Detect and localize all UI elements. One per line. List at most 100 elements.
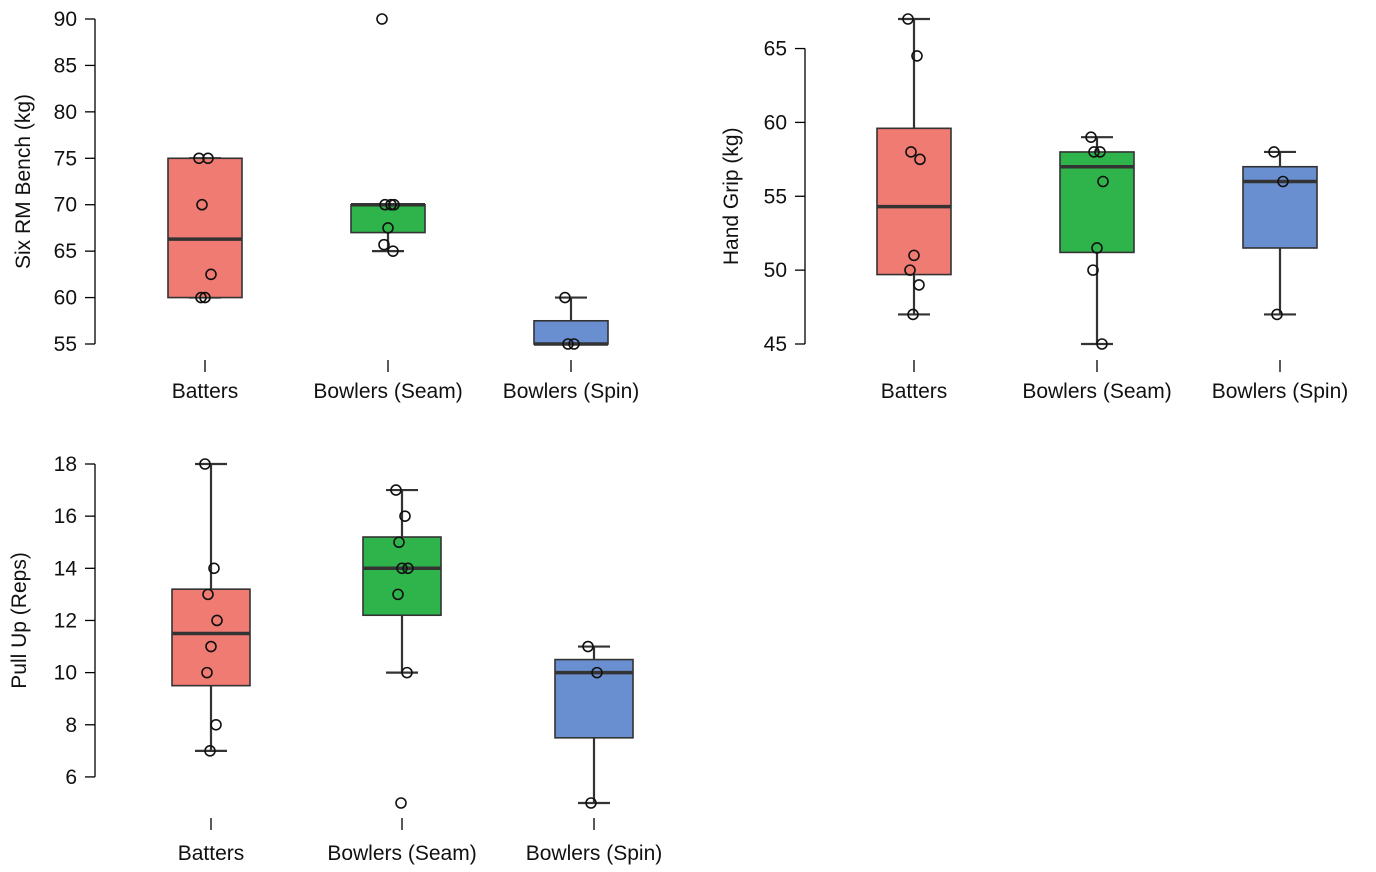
- y-axis-title: Pull Up (Reps): [8, 552, 31, 689]
- y-tick-label: 55: [54, 333, 77, 356]
- y-tick-label: 8: [65, 714, 77, 737]
- data-point: [1088, 146, 1100, 158]
- data-point: [402, 562, 414, 575]
- y-axis-title: Six RM Bench (kg): [12, 94, 35, 269]
- chart-3: 6 8 10 12 14 16 18 Pull Up (Reps) Batters Bowlers…: [8, 453, 662, 865]
- data-point: [1277, 175, 1289, 188]
- x-category-label: Bowlers (Seam): [1022, 380, 1171, 403]
- y-tick-label: 12: [54, 609, 77, 632]
- data-point: [201, 666, 213, 679]
- data-point: [908, 249, 920, 262]
- y-tick-label: 80: [54, 101, 77, 124]
- y-tick-label: 6: [65, 766, 77, 789]
- x-category-label: Bowlers (Spin): [526, 842, 663, 865]
- iqr-box: [1242, 165, 1318, 249]
- y-tick-label: 70: [54, 194, 77, 217]
- data-point: [385, 198, 397, 211]
- box-group: [876, 13, 952, 321]
- data-point: [568, 338, 580, 350]
- y-tick-label: 45: [764, 333, 787, 356]
- data-point: [1271, 308, 1283, 321]
- data-point: [1085, 131, 1097, 143]
- box-group: [1059, 131, 1135, 350]
- box-group: [362, 484, 442, 809]
- y-tick-label: 16: [54, 505, 77, 528]
- data-point: [911, 50, 923, 62]
- data-point: [907, 308, 919, 321]
- box-group: [171, 458, 251, 757]
- data-point: [393, 536, 405, 549]
- x-category-label: Batters: [178, 842, 245, 865]
- x-category-label: Batters: [881, 380, 948, 403]
- data-point: [559, 291, 571, 304]
- x-category-label: Bowlers (Seam): [313, 380, 462, 403]
- data-point: [204, 745, 216, 757]
- data-point: [582, 640, 594, 653]
- data-point: [210, 718, 222, 731]
- data-point: [1097, 175, 1109, 188]
- data-point: [1091, 242, 1103, 254]
- data-point: [399, 510, 411, 522]
- data-point: [904, 264, 916, 276]
- data-point: [379, 198, 391, 211]
- data-point: [376, 13, 388, 25]
- y-tick-label: 14: [54, 557, 78, 580]
- iqr-box: [876, 127, 952, 276]
- data-point: [195, 291, 207, 304]
- box-group: [1242, 146, 1318, 321]
- data-point: [1087, 264, 1099, 276]
- iqr-box: [362, 536, 442, 617]
- y-tick-label: 75: [54, 147, 77, 170]
- data-point: [1268, 146, 1280, 158]
- data-point: [905, 146, 917, 158]
- x-category-label: Bowlers (Seam): [327, 842, 476, 865]
- data-point: [202, 588, 214, 601]
- data-point: [401, 666, 413, 679]
- data-point: [1096, 338, 1108, 350]
- box-group: [350, 13, 426, 257]
- x-category-label: Batters: [172, 380, 239, 403]
- data-point: [199, 291, 211, 304]
- data-point: [395, 797, 407, 809]
- y-tick-label: 85: [54, 54, 77, 77]
- data-point: [1094, 146, 1106, 158]
- chart-2: 45 50 55 60 65 Hand Grip (kg) Batters Bowlers (…: [720, 13, 1349, 403]
- data-point: [591, 666, 603, 679]
- x-category-label: Bowlers (Spin): [503, 380, 640, 403]
- box-group: [533, 291, 609, 350]
- data-point: [378, 238, 390, 251]
- y-tick-label: 10: [54, 662, 77, 685]
- y-tick-label: 90: [54, 8, 77, 31]
- y-tick-label: 18: [54, 453, 77, 476]
- data-point: [196, 198, 208, 211]
- data-point: [913, 279, 925, 291]
- box-group: [554, 640, 634, 809]
- x-category-label: Bowlers (Spin): [1212, 380, 1349, 403]
- y-axis-title: Hand Grip (kg): [720, 127, 743, 265]
- data-point: [562, 338, 574, 350]
- iqr-box: [1059, 151, 1135, 254]
- data-point: [199, 458, 211, 470]
- data-point: [205, 640, 217, 653]
- data-point: [388, 198, 400, 211]
- data-point: [390, 484, 402, 496]
- y-tick-label: 65: [764, 38, 787, 61]
- chart-1: 55 60 65 70 75 80 85 90 Six RM Bench (kg) Batters…: [12, 8, 639, 403]
- y-tick-label: 60: [54, 287, 77, 310]
- data-point: [208, 562, 220, 575]
- data-point: [205, 268, 217, 281]
- data-point: [193, 152, 205, 165]
- y-tick-label: 55: [764, 185, 787, 208]
- data-point: [382, 222, 394, 234]
- y-tick-label: 65: [54, 240, 77, 263]
- data-point: [392, 588, 404, 601]
- y-tick-label: 60: [764, 111, 787, 134]
- data-point: [396, 562, 408, 575]
- data-point: [585, 797, 597, 809]
- data-point: [902, 13, 914, 25]
- data-point: [387, 245, 399, 257]
- data-point: [914, 153, 926, 166]
- box-group: [167, 152, 243, 304]
- data-point: [202, 152, 214, 165]
